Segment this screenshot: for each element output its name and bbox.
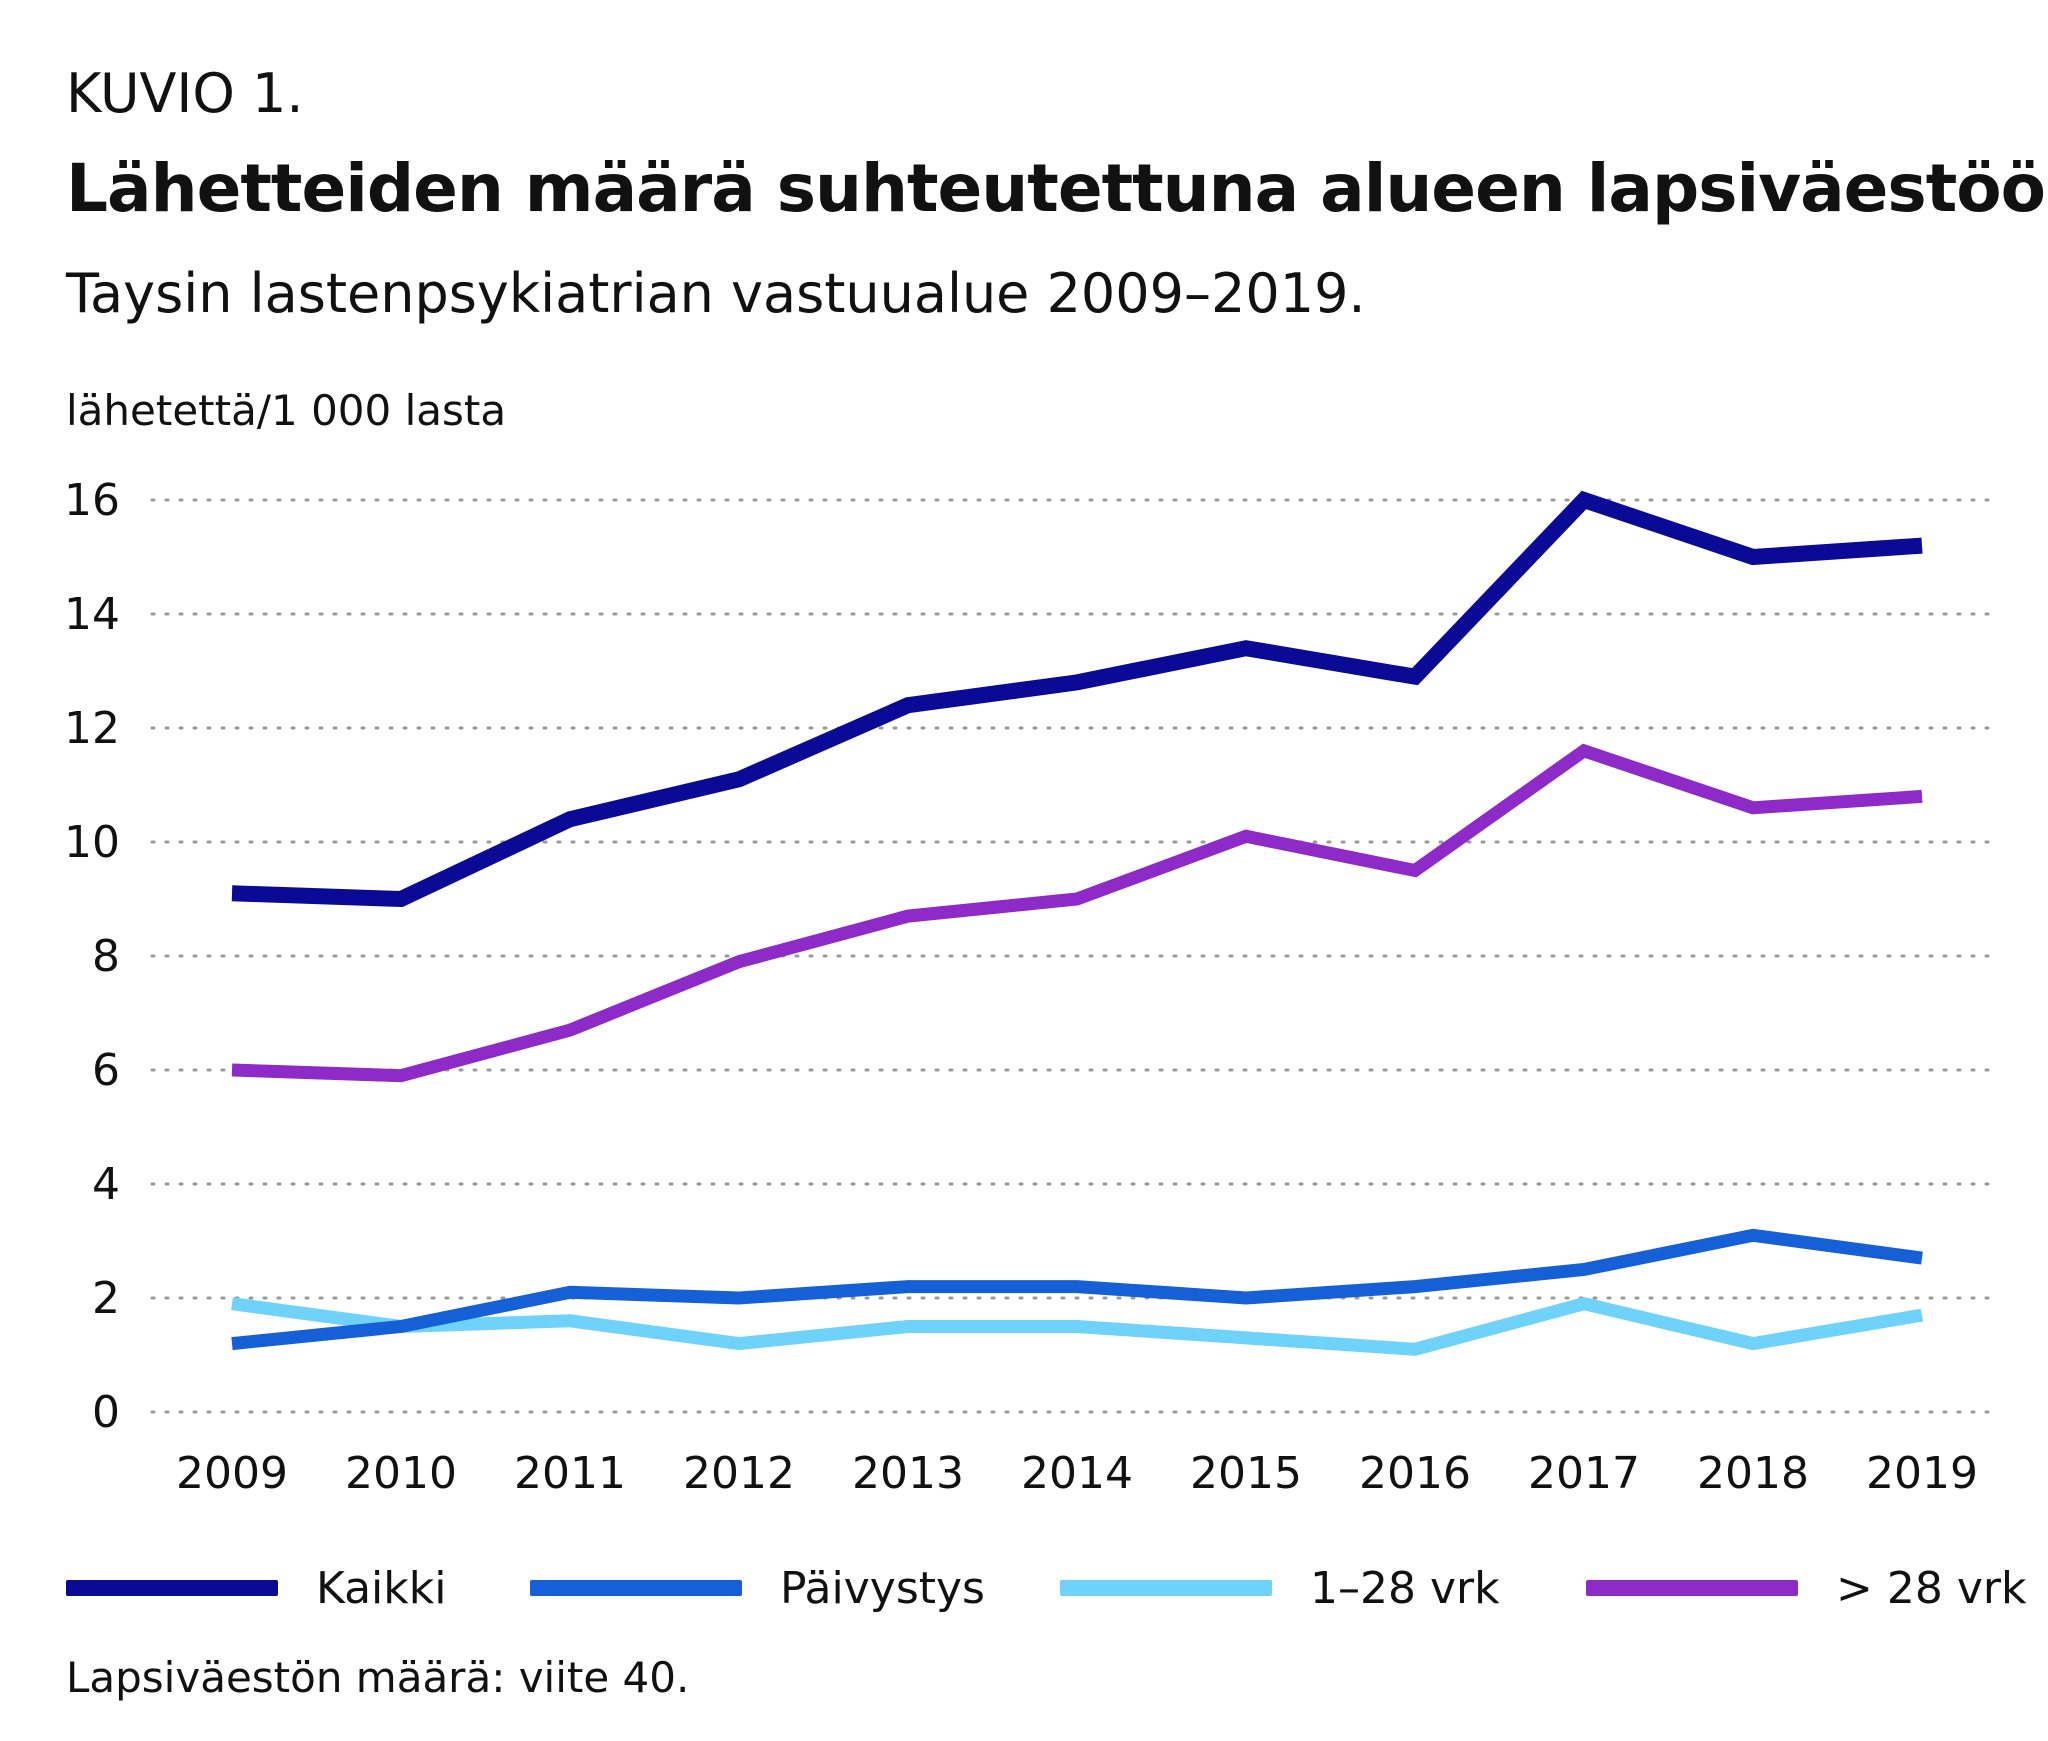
x-tick-label: 2011 (514, 1448, 626, 1499)
y-axis-label: lähetettä/1 000 lasta (66, 386, 507, 435)
y-tick-label: 16 (64, 475, 120, 526)
series-lines (231, 490, 1924, 1356)
legend-label-1-28-vrk: 1–28 vrk (1310, 1562, 1500, 1614)
y-tick-label: 2 (92, 1273, 120, 1324)
legend: Kaikki Päivystys 1–28 vrk > 28 vrk (0, 1548, 2048, 1628)
legend-item-over-28-vrk: > 28 vrk (1586, 1548, 2026, 1628)
legend-label-kaikki: Kaikki (316, 1562, 447, 1614)
legend-label-paivystys: Päivystys (780, 1562, 985, 1614)
y-tick-label: 8 (92, 931, 120, 982)
chart-subtitle: Taysin lastenpsykiatrian vastuualue 2009… (66, 262, 1366, 325)
legend-swatch-1-28-vrk (1060, 1580, 1272, 1596)
legend-item-paivystys: Päivystys (530, 1548, 985, 1628)
gridlines (150, 498, 2002, 1414)
y-tick-label: 6 (92, 1045, 120, 1096)
legend-swatch-kaikki (66, 1580, 278, 1596)
legend-item-kaikki: Kaikki (66, 1548, 446, 1628)
x-tick-label: 2019 (1866, 1448, 1978, 1499)
series-line-3 (231, 743, 1923, 1083)
chart-title: Lähetteiden määrä suhteutettuna alueen l… (66, 150, 2048, 227)
x-tick-label: 2013 (852, 1448, 964, 1499)
footnote: Lapsiväestön määrä: viite 40. (66, 1653, 690, 1702)
x-tick-labels: 2009 2010 2011 2012 2013 2014 2015 2016 2017 2018… (176, 1448, 1978, 1499)
legend-label-over-28-vrk: > 28 vrk (1836, 1562, 2027, 1614)
series-line-0 (231, 490, 1923, 908)
y-tick-label: 12 (64, 703, 120, 754)
figure-number: KUVIO 1. (66, 62, 304, 125)
x-tick-label: 2012 (683, 1448, 795, 1499)
x-tick-label: 2015 (1190, 1448, 1302, 1499)
y-tick-labels: 0 2 4 6 8 10 12 14 16 (64, 475, 120, 1438)
legend-swatch-paivystys (530, 1580, 742, 1596)
y-tick-label: 0 (92, 1387, 120, 1438)
y-tick-label: 14 (64, 589, 120, 640)
x-tick-label: 2014 (1021, 1448, 1133, 1499)
x-tick-label: 2018 (1697, 1448, 1809, 1499)
series-line-2 (231, 1296, 1924, 1356)
legend-swatch-over-28-vrk (1586, 1580, 1798, 1596)
x-tick-label: 2010 (345, 1448, 457, 1499)
y-tick-label: 4 (92, 1159, 120, 1210)
series-line-1 (231, 1228, 1923, 1351)
x-tick-label: 2017 (1528, 1448, 1640, 1499)
x-tick-label: 2016 (1359, 1448, 1471, 1499)
legend-item-1-28-vrk: 1–28 vrk (1060, 1548, 1500, 1628)
y-tick-label: 10 (64, 817, 120, 868)
x-tick-label: 2009 (176, 1448, 288, 1499)
